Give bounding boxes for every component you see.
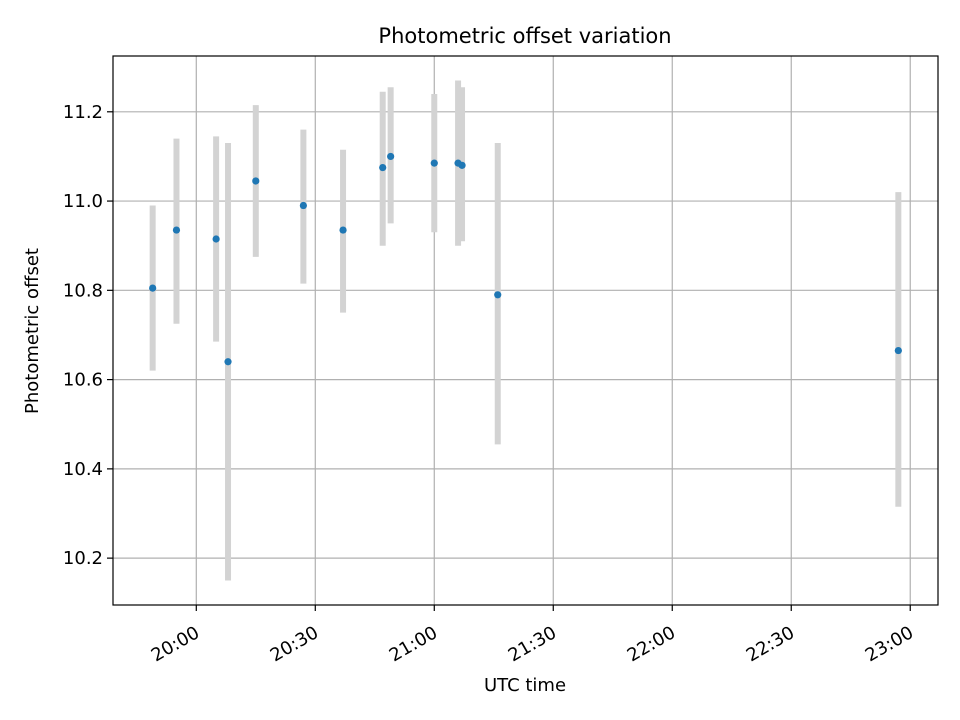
data-point xyxy=(224,358,232,366)
y-tick-label: 10.8 xyxy=(63,280,103,301)
plot-frame xyxy=(112,55,939,606)
data-point xyxy=(299,201,307,210)
y-tick-label: 10.4 xyxy=(63,459,103,480)
data-point xyxy=(894,346,902,355)
data-point xyxy=(252,177,260,185)
y-axis-label: Photometric offset xyxy=(22,248,43,414)
data-points xyxy=(149,152,902,366)
data-point xyxy=(379,163,387,172)
y-tick-label: 10.2 xyxy=(63,548,103,569)
data-point xyxy=(494,291,502,299)
y-tick-label: 11.2 xyxy=(63,102,103,123)
data-point xyxy=(458,161,466,169)
data-point xyxy=(172,226,181,234)
data-point xyxy=(149,284,157,292)
data-point xyxy=(430,159,438,167)
data-point xyxy=(212,235,220,243)
y-tick-label: 11.0 xyxy=(63,191,103,212)
y-tick-label: 10.6 xyxy=(63,370,103,391)
grid xyxy=(113,56,938,605)
x-axis-label: UTC time xyxy=(484,675,566,696)
data-point xyxy=(339,226,347,234)
chart-title: Photometric offset variation xyxy=(378,24,671,48)
data-point xyxy=(387,152,395,161)
y-axis-ticks: 10.2 10.4 10.6 10.8 11.0 11.2 xyxy=(63,102,113,569)
